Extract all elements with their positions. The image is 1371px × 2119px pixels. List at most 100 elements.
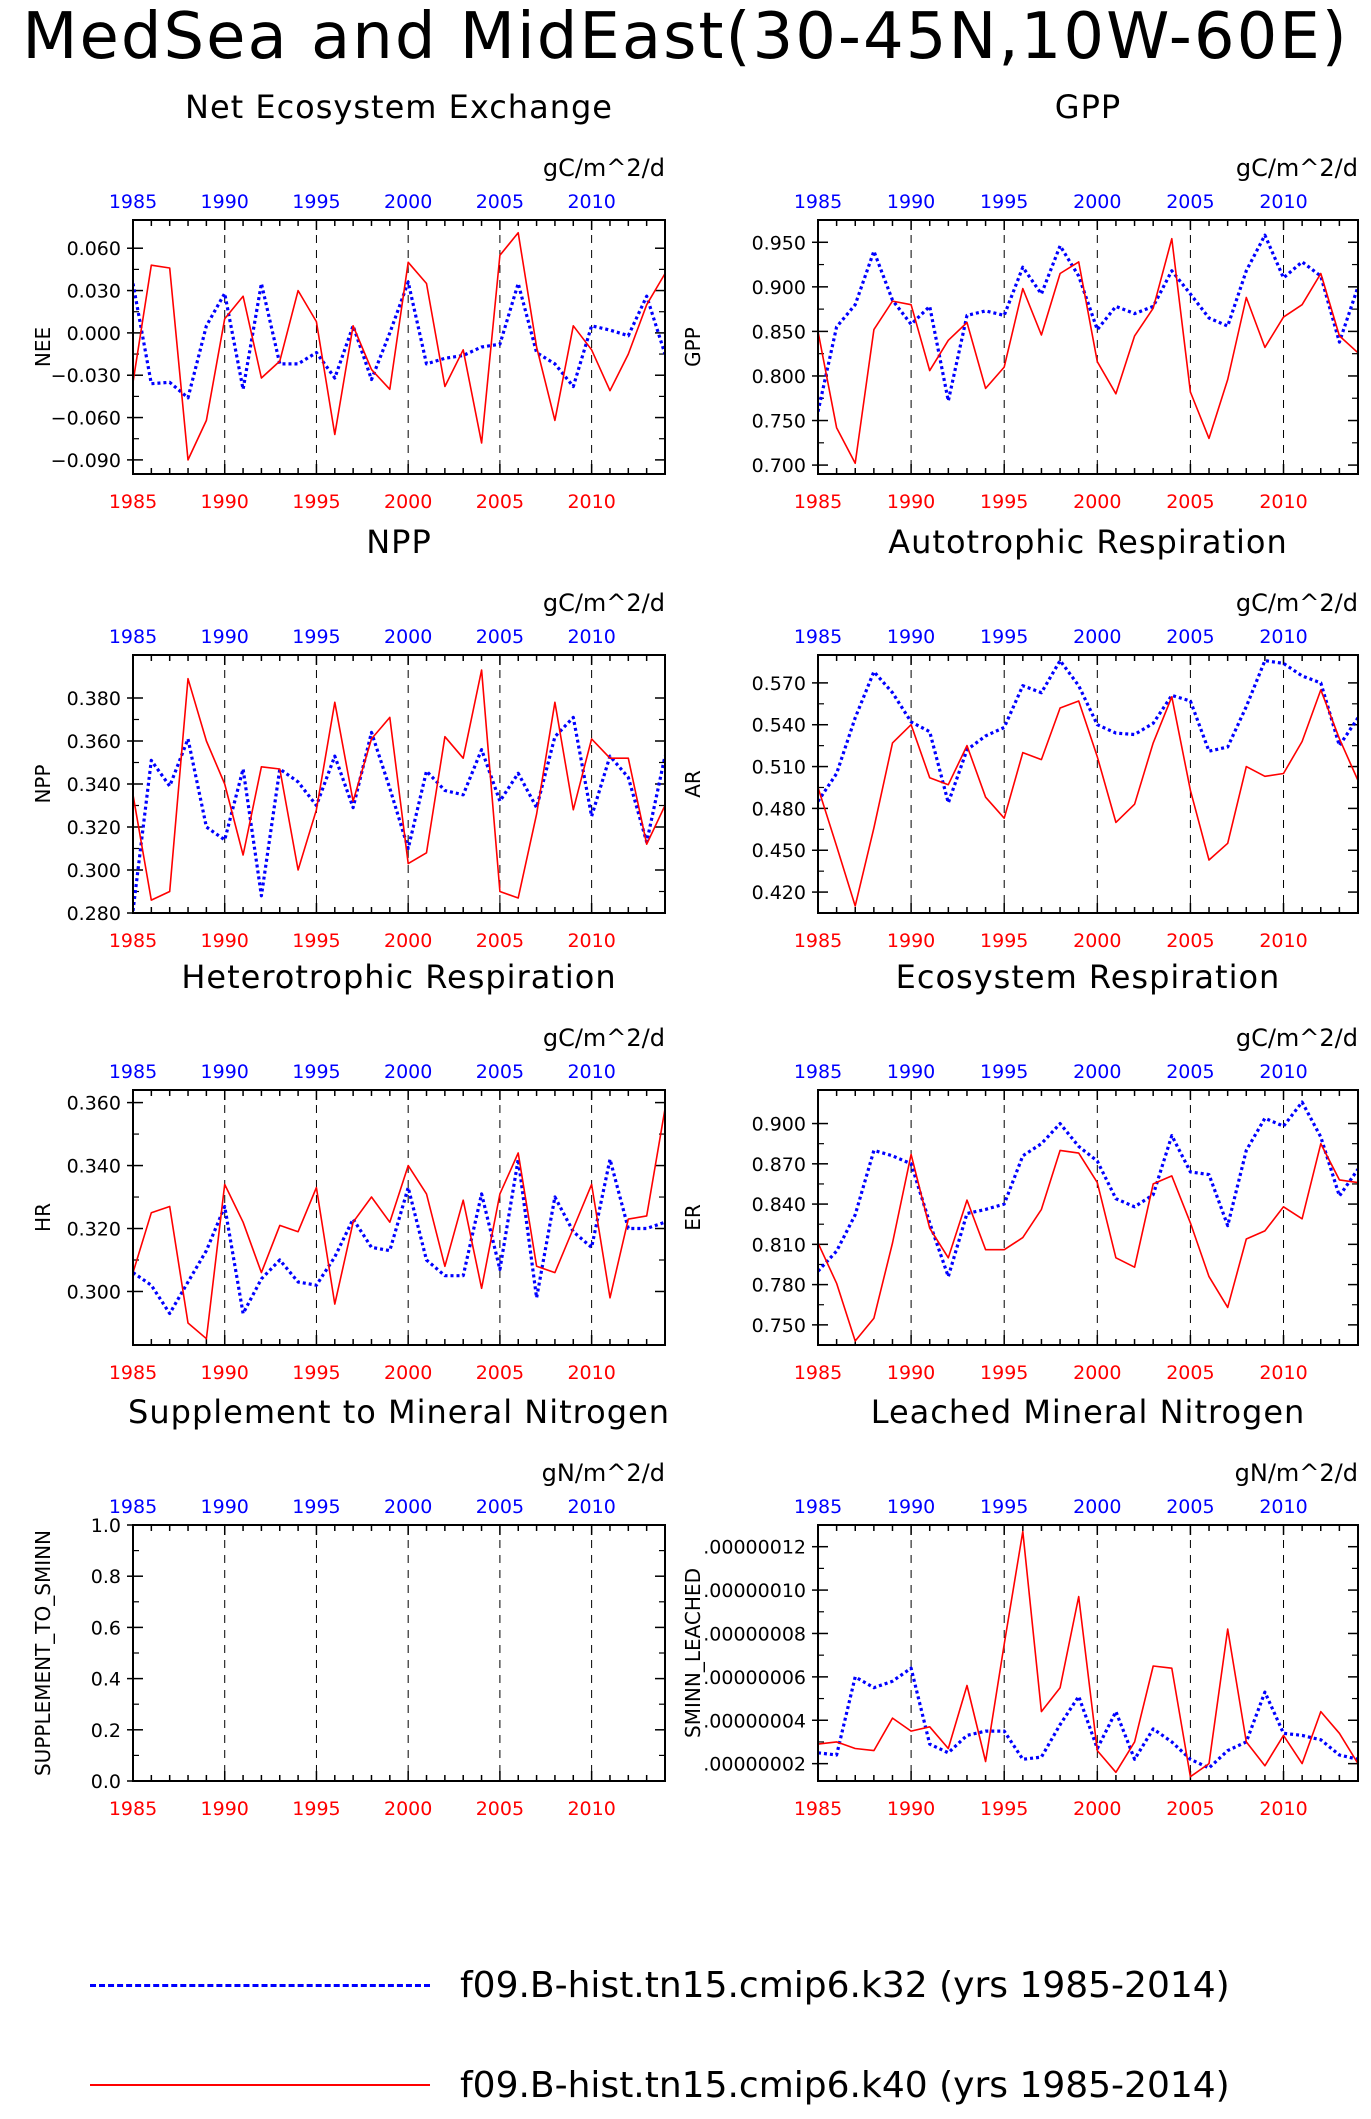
y-tick-label: .00000012: [703, 1537, 806, 1559]
x-tick-label-top: 1990: [201, 191, 249, 213]
x-tick-label-top: 1990: [887, 626, 935, 648]
y-tick-label: 0.570: [752, 673, 806, 695]
plot-frame: [817, 1089, 1359, 1346]
x-tick-label-top: 2005: [1166, 191, 1214, 213]
panel-units: gC/m^2/d: [543, 154, 665, 182]
x-tick-label-top: 2000: [384, 191, 432, 213]
legend-entry-case2: f09.B-hist.tn15.cmip6.k40 (yrs 1985-2014…: [90, 2056, 1290, 2116]
x-tick-label-top: 1995: [292, 1496, 340, 1518]
x-tick-label-top: 2005: [476, 1061, 524, 1083]
x-tick-label-bottom: 1990: [887, 1798, 935, 1820]
x-tick-label-top: 1995: [980, 191, 1028, 213]
x-tick-label-bottom: 1990: [201, 1798, 249, 1820]
x-tick-label-top: 1995: [292, 191, 340, 213]
x-tick-label-top: 1990: [201, 1496, 249, 1518]
x-tick-label-top: 2010: [1259, 626, 1307, 648]
panel-units: gN/m^2/d: [1235, 1459, 1358, 1487]
panel-3: NPP gC/m^2/d NPP 1985 1985 1990 1990 1995 1995 20…: [31, 523, 666, 952]
panel-units: gN/m^2/d: [542, 1459, 665, 1487]
y-axis-label: AR: [681, 770, 705, 798]
x-tick-label-bottom: 2000: [1073, 1362, 1121, 1384]
x-tick-label-bottom: 2010: [1259, 491, 1307, 513]
y-tick-label: 0.360: [67, 1093, 121, 1115]
y-tick-label: 0.8: [91, 1566, 121, 1588]
x-tick-label-top: 2005: [1166, 1496, 1214, 1518]
panel-title: Supplement to Mineral Nitrogen: [128, 1393, 670, 1431]
x-tick-label-top: 1990: [887, 1496, 935, 1518]
series-case1-line: [818, 658, 1358, 805]
x-tick-label-top: 1985: [109, 1496, 157, 1518]
y-tick-label: 0.900: [752, 277, 806, 299]
y-tick-label: 0.420: [752, 882, 806, 904]
x-tick-label-top: 2000: [384, 1496, 432, 1518]
y-tick-label: .00000004: [703, 1710, 806, 1732]
x-tick-label-top: 2000: [384, 626, 432, 648]
x-tick-label-bottom: 1985: [794, 930, 842, 952]
x-tick-label-bottom: 1995: [980, 1798, 1028, 1820]
x-tick-label-bottom: 2000: [1073, 1798, 1121, 1820]
x-tick-label-top: 2010: [567, 1061, 615, 1083]
panel-title: NPP: [366, 523, 432, 561]
y-tick-label: 0.2: [91, 1720, 121, 1742]
x-tick-label-bottom: 1990: [887, 1362, 935, 1384]
y-axis-label: SMINN_LEACHED: [681, 1568, 705, 1738]
panel-title: Net Ecosystem Exchange: [185, 88, 613, 126]
x-tick-label-top: 2010: [1259, 1061, 1307, 1083]
panel-title: Ecosystem Respiration: [896, 958, 1281, 996]
x-tick-label-bottom: 2000: [384, 930, 432, 952]
panel-5: Heterotrophic Respiration gC/m^2/d HR 1985 1…: [31, 958, 666, 1384]
plot-frame: [132, 654, 666, 914]
panel-title: Heterotrophic Respiration: [181, 958, 616, 996]
x-tick-label-top: 2010: [567, 626, 615, 648]
x-tick-label-bottom: 2000: [384, 1798, 432, 1820]
x-tick-label-bottom: 1985: [109, 1798, 157, 1820]
x-tick-label-top: 1990: [201, 626, 249, 648]
x-tick-label-bottom: 2010: [567, 930, 615, 952]
x-tick-label-top: 1985: [109, 626, 157, 648]
y-tick-label: .00000008: [703, 1623, 806, 1645]
x-tick-label-bottom: 1985: [794, 1798, 842, 1820]
x-tick-label-top: 1985: [794, 626, 842, 648]
panel-6: Ecosystem Respiration gC/m^2/d ER 1985 1985 1…: [681, 958, 1359, 1384]
y-tick-label: 0.6: [91, 1617, 121, 1639]
y-tick-label: 0.300: [67, 1281, 121, 1303]
x-tick-label-bottom: 2010: [567, 1362, 615, 1384]
x-tick-label-bottom: 1985: [109, 1362, 157, 1384]
x-tick-label-top: 2010: [1259, 1496, 1307, 1518]
y-axis-label: GPP: [681, 327, 705, 367]
y-tick-label: 0.800: [752, 366, 806, 388]
x-tick-label-bottom: 2000: [384, 1362, 432, 1384]
series-case2-line: [818, 1142, 1358, 1342]
x-tick-label-bottom: 2010: [1259, 1798, 1307, 1820]
x-tick-label-bottom: 1995: [980, 1362, 1028, 1384]
x-tick-label-top: 2000: [1073, 1496, 1121, 1518]
x-tick-label-top: 2000: [1073, 626, 1121, 648]
charts-canvas: Net Ecosystem Exchange gC/m^2/d NEE 1985 198…: [31, 88, 1359, 1820]
panel-title: GPP: [1055, 88, 1121, 126]
series-case1-line: [818, 233, 1358, 412]
y-tick-label: 0.780: [752, 1275, 806, 1297]
x-tick-label-top: 2000: [384, 1061, 432, 1083]
x-tick-label-bottom: 1985: [794, 491, 842, 513]
x-tick-label-bottom: 2005: [1166, 1362, 1214, 1384]
plot-frame: [817, 219, 1359, 475]
series-case2-line: [133, 231, 665, 461]
x-tick-label-bottom: 1990: [201, 491, 249, 513]
y-tick-label: −0.090: [51, 450, 121, 472]
y-tick-label: 0.340: [67, 1156, 121, 1178]
x-tick-label-bottom: 1995: [292, 930, 340, 952]
y-tick-label: 0.0: [91, 1771, 121, 1793]
y-tick-label: 0.870: [752, 1154, 806, 1176]
panel-title: Leached Mineral Nitrogen: [871, 1393, 1306, 1431]
y-tick-label: 0.950: [752, 232, 806, 254]
x-tick-label-top: 2005: [476, 191, 524, 213]
x-tick-label-top: 1995: [292, 1061, 340, 1083]
panel-4: Autotrophic Respiration gC/m^2/d AR 1985 198…: [681, 523, 1359, 952]
x-tick-label-top: 2010: [1259, 191, 1307, 213]
x-tick-label-top: 1990: [887, 1061, 935, 1083]
x-tick-label-bottom: 2010: [567, 491, 615, 513]
x-tick-label-top: 2010: [567, 191, 615, 213]
x-tick-label-top: 1985: [109, 191, 157, 213]
y-tick-label: 0.060: [67, 238, 121, 260]
x-tick-label-top: 2005: [1166, 1061, 1214, 1083]
